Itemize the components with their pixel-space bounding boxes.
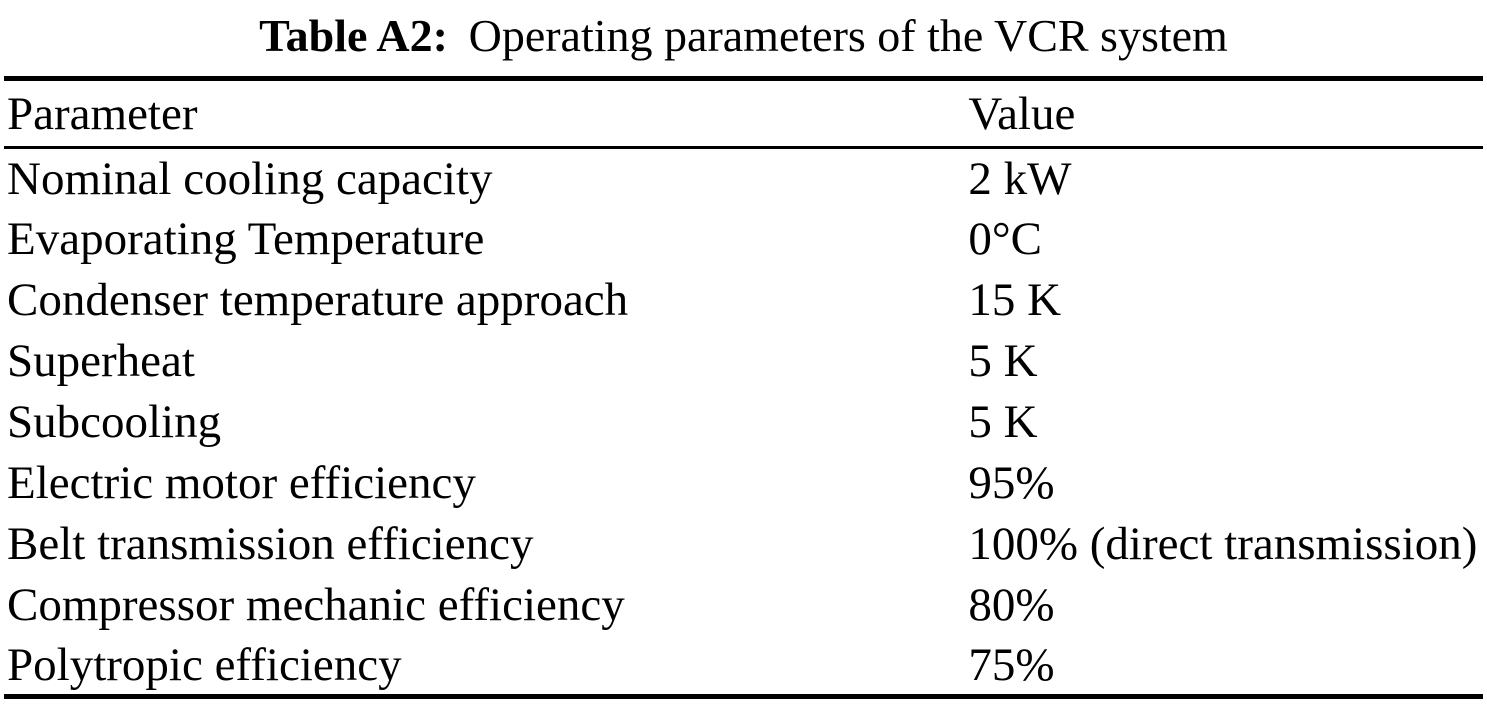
param-cell: Compressor mechanic efficiency	[7, 579, 625, 631]
header-row: Parameter Value	[4, 78, 1483, 148]
value-cell: 5 K	[968, 335, 1038, 387]
table-caption: Table A2: Operating parameters of the VCR…	[0, 0, 1487, 64]
table-row: Belt transmission efficiency 100% (direc…	[4, 514, 1483, 575]
table-header: Parameter Value	[4, 78, 1483, 148]
table-row: Condenser temperature approach 15 K	[4, 270, 1483, 331]
table-caption-label: Table A2:	[259, 10, 448, 61]
table-row: Compressor mechanic efficiency 80%	[4, 575, 1483, 636]
column-header-parameter: Parameter	[7, 87, 198, 140]
param-cell: Electric motor efficiency	[7, 457, 476, 509]
table-body: Nominal cooling capacity 2 kW Evaporatin…	[4, 148, 1483, 697]
value-cell: 95%	[968, 457, 1055, 509]
param-cell: Nominal cooling capacity	[7, 152, 493, 205]
param-cell: Evaporating Temperature	[7, 213, 485, 265]
table-row: Evaporating Temperature 0°C	[4, 209, 1483, 270]
value-cell: 2 kW	[968, 152, 1072, 205]
param-cell: Superheat	[7, 335, 195, 387]
column-header-value: Value	[968, 87, 1076, 140]
param-cell: Condenser temperature approach	[7, 274, 629, 326]
table-caption-text: Operating parameters of the VCR system	[468, 10, 1228, 61]
param-cell: Subcooling	[7, 396, 222, 448]
value-cell: 75%	[968, 638, 1055, 691]
table-row: Electric motor efficiency 95%	[4, 453, 1483, 514]
table-row: Superheat 5 K	[4, 331, 1483, 392]
table-row: Subcooling 5 K	[4, 392, 1483, 453]
value-cell: 5 K	[968, 396, 1038, 448]
table-row: Polytropic efficiency 75%	[4, 636, 1483, 697]
parameters-table: Parameter Value Nominal cooling capacity…	[4, 76, 1483, 699]
table-row: Nominal cooling capacity 2 kW	[4, 148, 1483, 209]
value-cell: 0°C	[968, 213, 1042, 265]
value-cell: 15 K	[968, 274, 1062, 326]
param-cell: Polytropic efficiency	[7, 638, 402, 691]
param-cell: Belt transmission efficiency	[7, 518, 534, 570]
value-cell: 100% (direct transmission)	[968, 518, 1478, 570]
value-cell: 80%	[968, 579, 1055, 631]
